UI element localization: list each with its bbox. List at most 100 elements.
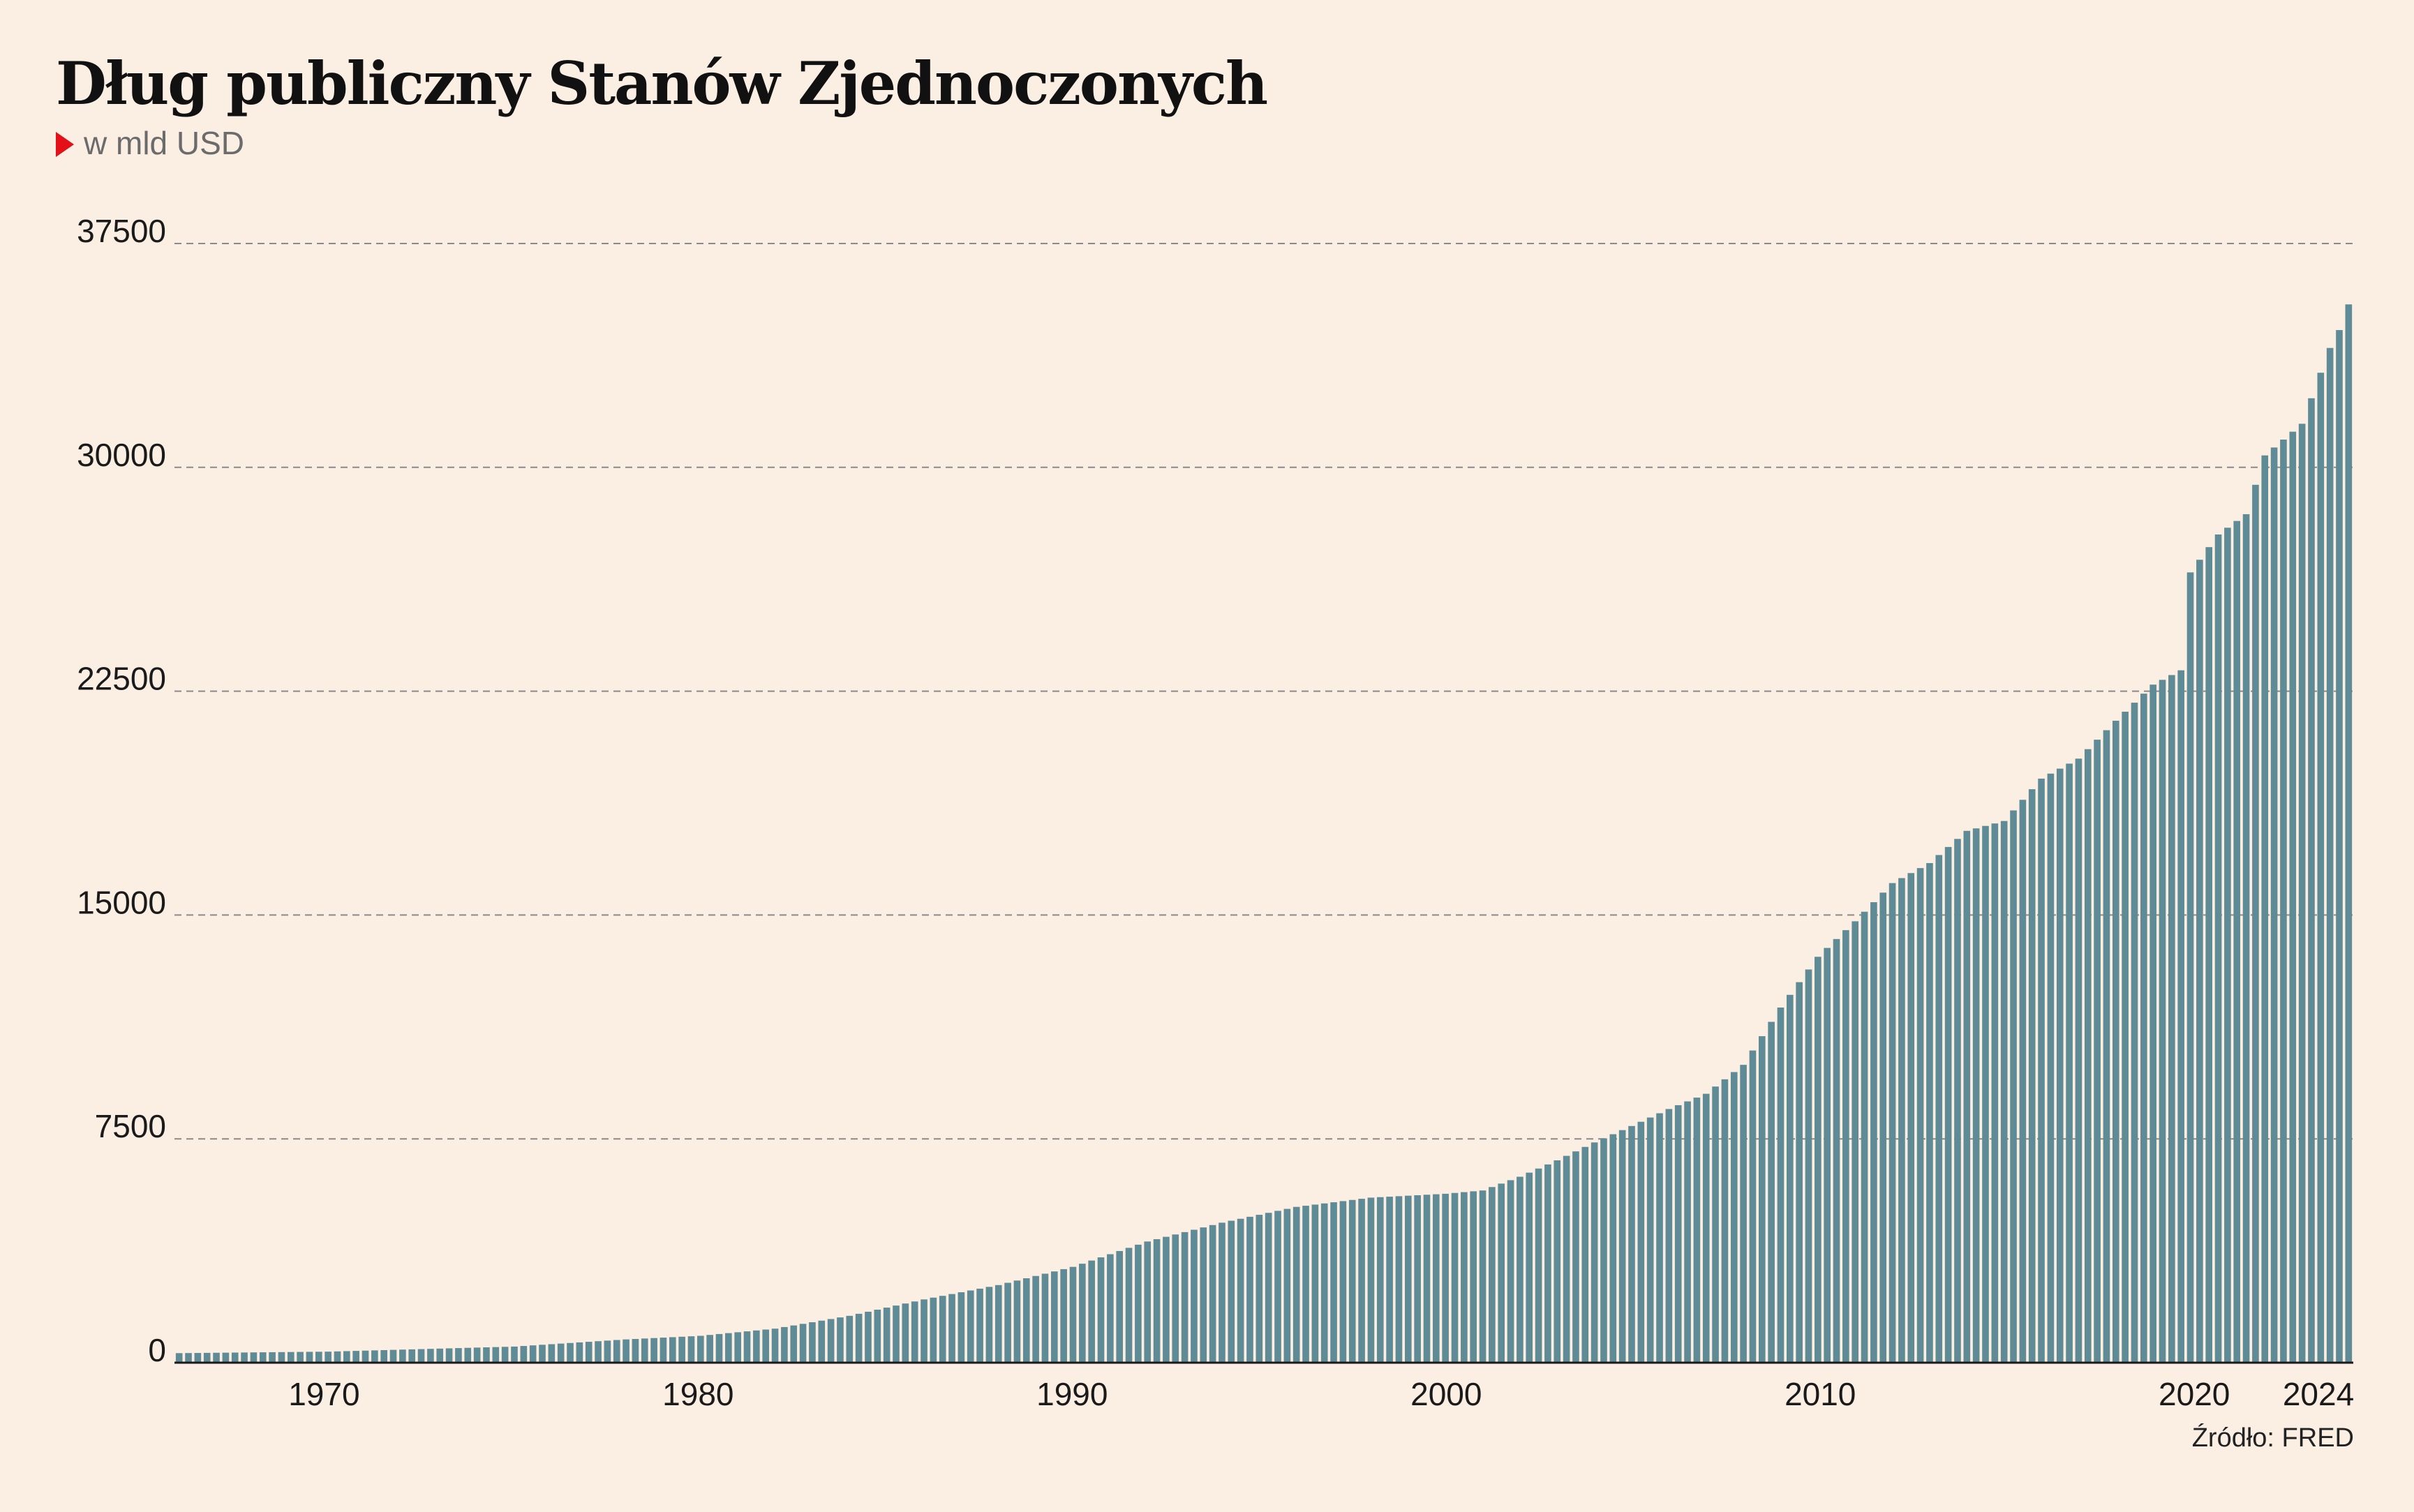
bar [1805,969,1812,1363]
bar [2019,800,2027,1363]
bar [921,1299,927,1363]
bar [175,1353,183,1363]
bar [1852,921,1859,1363]
bar [1461,1192,1468,1363]
bar [1693,1098,1701,1363]
bar [2103,730,2110,1363]
bar [1870,902,1877,1363]
bar [1609,1134,1617,1363]
bar [529,1345,537,1363]
bar [2000,821,2008,1363]
bar [1265,1213,1272,1363]
bar [1787,994,1794,1363]
bar [762,1329,770,1363]
bar [865,1311,872,1363]
bar [1311,1204,1319,1363]
bar [1274,1211,1281,1363]
bar [1330,1202,1337,1363]
bar [1563,1155,1570,1363]
bar [2159,680,2166,1363]
bar [2094,740,2101,1363]
y-tick-label: 22500 [77,661,166,697]
bar [241,1352,248,1363]
bar [576,1342,583,1363]
x-tick-label: 1970 [288,1376,359,1412]
bar [2224,527,2231,1363]
bar [1125,1248,1133,1363]
bar [501,1347,509,1363]
bar [660,1338,667,1363]
bar [408,1349,416,1363]
bar [1116,1250,1124,1363]
bar [613,1340,620,1363]
bar [1768,1021,1775,1363]
bar [417,1349,425,1363]
bar [1796,982,1803,1363]
bar [2075,758,2083,1363]
bar [269,1352,276,1363]
subtitle-text: w mld USD [84,125,245,161]
bar [1386,1197,1393,1363]
bar [1498,1183,1505,1363]
bar [1581,1146,1589,1363]
bar [1590,1142,1598,1363]
bar [287,1352,295,1363]
bar [371,1350,378,1363]
bar [2149,684,2156,1363]
bar [1414,1195,1421,1363]
bar [1004,1282,1011,1363]
bar [1824,948,1831,1363]
bar [1600,1138,1607,1363]
bar [994,1285,1002,1363]
bar [2196,560,2203,1363]
bar [1935,855,1943,1363]
bar [985,1287,993,1363]
bar [1517,1176,1523,1363]
bar [1032,1275,1039,1363]
bar [1665,1109,1673,1363]
bar [725,1333,732,1363]
bar [1200,1227,1207,1363]
bar [1898,878,1905,1363]
bar [380,1349,387,1363]
bar [2252,484,2259,1363]
bar [2066,763,2073,1363]
bar [1526,1172,1533,1363]
bar [604,1340,611,1363]
bar [1749,1050,1757,1363]
bar [306,1352,313,1363]
bar [641,1338,648,1363]
bar [855,1313,863,1363]
bar [2112,720,2119,1363]
bar [632,1339,639,1363]
bar [1479,1190,1487,1363]
bar [706,1335,713,1363]
bar [2289,431,2297,1363]
bar [743,1331,751,1363]
bar [445,1348,453,1363]
y-tick-label: 37500 [77,213,166,249]
bar [1442,1193,1449,1363]
bar [2056,768,2064,1363]
bar [799,1324,807,1363]
bar [1144,1241,1152,1363]
bar [2308,398,2315,1363]
bar [939,1296,946,1363]
bar [473,1347,481,1363]
bar [697,1335,704,1363]
bar [1954,839,1961,1363]
bar [2242,514,2250,1363]
bar [911,1301,918,1363]
bar [1219,1222,1225,1363]
bar [1554,1160,1561,1363]
bar [389,1349,397,1363]
bar [1861,911,1868,1363]
bar [1256,1215,1263,1363]
bar [1507,1180,1514,1363]
bar [1833,938,1840,1363]
bar [874,1310,881,1363]
bar [278,1352,285,1363]
bar [1907,873,1915,1363]
bar [1712,1086,1719,1363]
bar [1489,1187,1496,1363]
